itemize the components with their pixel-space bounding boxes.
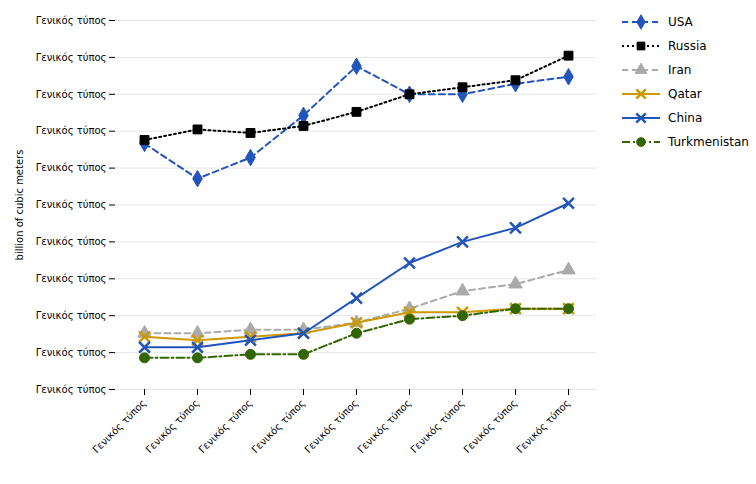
svg-text:Γενικός τύπος: Γενικός τύπος <box>461 397 519 455</box>
html-text:Qatar: Qatar <box>668 87 702 101</box>
svg-text:Γενικός τύπος: Γενικός τύπος <box>143 397 201 455</box>
svg-text:Γενικός τύπος: Γενικός τύπος <box>36 384 107 395</box>
svg-text:Γενικός τύπος: Γενικός τύπος <box>36 52 107 63</box>
svg-text:Γενικός τύπος: Γενικός τύπος <box>36 125 107 136</box>
html-text:Russia: Russia <box>668 39 707 53</box>
svg-text:Γενικός τύπος: Γενικός τύπος <box>514 397 572 455</box>
html-text:USA: USA <box>668 15 693 29</box>
svg-text:Γενικός τύπος: Γενικός τύπος <box>90 397 148 455</box>
svg-text:Γενικός τύπος: Γενικός τύπος <box>36 347 107 358</box>
svg-text:billion of cubic meters: billion of cubic meters <box>14 150 25 261</box>
html-text:Turkmenistan: Turkmenistan <box>668 135 749 149</box>
svg-text:Γενικός τύπος: Γενικός τύπος <box>36 236 107 247</box>
svg-text:Γενικός τύπος: Γενικός τύπος <box>36 89 107 100</box>
svg-text:Γενικός τύπος: Γενικός τύπος <box>36 162 107 173</box>
svg-text:Γενικός τύπος: Γενικός τύπος <box>408 397 466 455</box>
svg-text:Γενικός τύπος: Γενικός τύπος <box>355 397 413 455</box>
svg-text:Γενικός τύπος: Γενικός τύπος <box>36 273 107 284</box>
svg-text:Γενικός τύπος: Γενικός τύπος <box>36 310 107 321</box>
html-text:China: China <box>668 111 703 125</box>
svg-text:Γενικός τύπος: Γενικός τύπος <box>36 199 107 210</box>
svg-text:Γενικός τύπος: Γενικός τύπος <box>36 15 107 26</box>
html-text:Iran: Iran <box>668 63 692 77</box>
svg-text:Γενικός τύπος: Γενικός τύπος <box>196 397 254 455</box>
svg-text:Γενικός τύπος: Γενικός τύπος <box>249 397 307 455</box>
svg-text:Γενικός τύπος: Γενικός τύπος <box>302 397 360 455</box>
